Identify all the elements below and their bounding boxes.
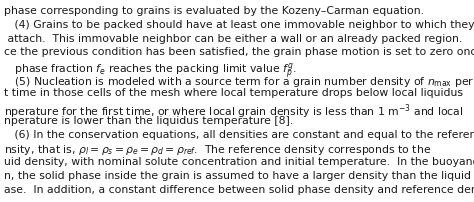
Text: (5) Nucleation is modeled with a source term for a grain number density of $n_{\: (5) Nucleation is modeled with a source … [4,75,474,89]
Text: t time in those cells of the mesh where local temperature drops below local liqu: t time in those cells of the mesh where … [4,88,463,99]
Text: nperature is lower than the liquidus temperature [8].: nperature is lower than the liquidus tem… [4,116,293,126]
Text: (6) In the conservation equations, all densities are constant and equal to the r: (6) In the conservation equations, all d… [4,130,474,140]
Text: uid density, with nominal solute concentration and initial temperature.  In the : uid density, with nominal solute concent… [4,157,474,167]
Text: n, the solid phase inside the grain is assumed to have a larger density than the: n, the solid phase inside the grain is a… [4,171,471,181]
Text: ce the previous condition has been satisfied, the grain phase motion is set to z: ce the previous condition has been satis… [4,47,474,57]
Text: phase corresponding to grains is evaluated by the Kozeny–Carman equation.: phase corresponding to grains is evaluat… [4,6,424,16]
Text: nperature for the first time, or where local grain density is less than 1 m$^{-3: nperature for the first time, or where l… [4,102,464,121]
Text: nsity, that is, $\rho_l = \rho_s = \rho_e = \rho_d = \rho_{ref}$.  The reference: nsity, that is, $\rho_l = \rho_s = \rho_… [4,143,431,157]
Text: phase fraction $f_e$ reaches the packing limit value $f_p^g$.: phase fraction $f_e$ reaches the packing… [4,61,296,81]
Text: (4) Grains to be packed should have at least one immovable neighbor to which the: (4) Grains to be packed should have at l… [4,20,474,30]
Text: ase.  In addition, a constant difference between solid phase density and referen: ase. In addition, a constant difference … [4,185,474,195]
Text: attach.  This immovable neighbor can be either a wall or an already packed regio: attach. This immovable neighbor can be e… [4,34,462,44]
